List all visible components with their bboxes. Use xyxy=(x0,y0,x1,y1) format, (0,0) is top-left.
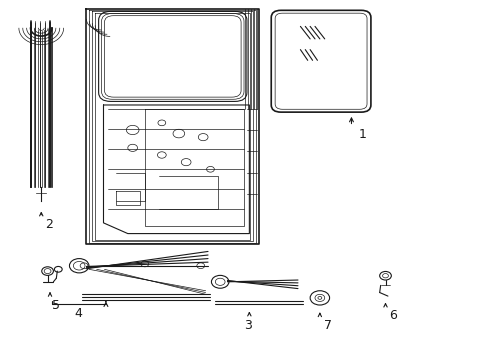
Text: 5: 5 xyxy=(52,298,61,312)
Text: 4: 4 xyxy=(74,307,82,320)
Text: 6: 6 xyxy=(388,309,396,321)
Text: 1: 1 xyxy=(358,128,366,141)
Text: 3: 3 xyxy=(244,319,252,332)
Text: 2: 2 xyxy=(45,217,53,230)
Text: 7: 7 xyxy=(323,319,331,332)
